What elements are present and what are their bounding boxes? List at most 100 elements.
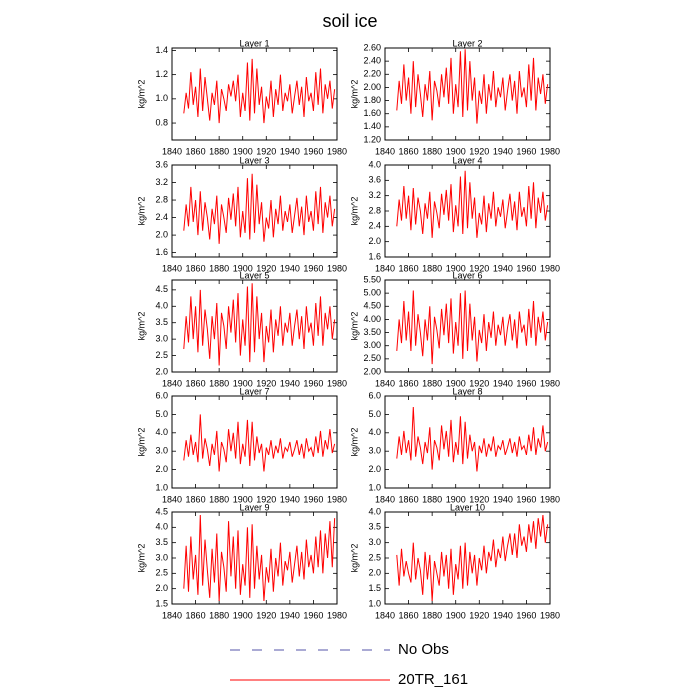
x-tick-label: 1980 <box>327 494 347 504</box>
x-tick-label: 1940 <box>493 146 513 156</box>
y-axis-label: kg/m^2 <box>349 312 359 341</box>
x-tick-label: 1960 <box>303 610 323 620</box>
x-tick-label: 1920 <box>469 263 489 273</box>
x-tick-label: 1860 <box>186 610 206 620</box>
x-tick-label: 1980 <box>540 610 560 620</box>
y-tick-label: 3.5 <box>155 317 168 327</box>
x-tick-label: 1860 <box>399 494 419 504</box>
y-tick-label: 2.5 <box>368 552 381 562</box>
x-tick-label: 1960 <box>303 146 323 156</box>
y-tick-label: 3.6 <box>155 159 168 169</box>
y-tick-label: 4.0 <box>368 159 381 169</box>
x-tick-label: 1880 <box>209 146 229 156</box>
y-tick-label: 4.0 <box>155 301 168 311</box>
y-tick-label: 1.20 <box>363 134 381 144</box>
y-tick-label: 2.4 <box>368 221 381 231</box>
x-tick-label: 1940 <box>493 610 513 620</box>
y-axis-label: kg/m^2 <box>136 197 146 226</box>
y-tick-label: 1.6 <box>155 247 168 257</box>
x-tick-label: 1940 <box>493 263 513 273</box>
plot-frame <box>171 395 338 489</box>
y-tick-label: 1.2 <box>155 69 168 79</box>
x-tick-label: 1860 <box>399 263 419 273</box>
panel: Layer 1 kg/m^2 0.8 1.0 1.2 1.4 1840 1860 1880 190… <box>136 38 347 156</box>
y-tick-label: 3.0 <box>155 446 168 456</box>
y-tick-label: 1.80 <box>363 95 381 105</box>
x-tick-label: 1920 <box>469 494 489 504</box>
x-tick-label: 1940 <box>280 146 300 156</box>
plot-frame <box>171 511 338 605</box>
x-tick-label: 1940 <box>493 494 513 504</box>
x-tick-label: 1920 <box>256 494 276 504</box>
y-tick-label: 2.5 <box>155 568 168 578</box>
x-tick-label: 1960 <box>303 378 323 388</box>
x-tick-label: 1880 <box>209 263 229 273</box>
x-tick-label: 1840 <box>375 378 395 388</box>
x-tick-label: 1840 <box>162 263 182 273</box>
x-tick-label: 1960 <box>303 263 323 273</box>
legend-label: No Obs <box>398 641 449 658</box>
x-tick-label: 1920 <box>256 378 276 388</box>
x-tick-label: 1860 <box>399 146 419 156</box>
x-tick-label: 1980 <box>540 146 560 156</box>
y-tick-label: 6.0 <box>155 390 168 400</box>
x-tick-label: 1980 <box>327 378 347 388</box>
y-tick-label: 0.8 <box>155 117 168 127</box>
figure-title: soil ice <box>322 11 377 31</box>
x-tick-label: 1920 <box>469 146 489 156</box>
panel-title: Layer 3 <box>239 155 269 165</box>
y-tick-label: 4.5 <box>155 506 168 516</box>
y-tick-label: 5.0 <box>368 409 381 419</box>
x-tick-label: 1860 <box>399 378 419 388</box>
y-axis-label: kg/m^2 <box>136 428 146 457</box>
y-tick-label: 2.20 <box>363 69 381 79</box>
y-tick-label: 3.2 <box>155 177 168 187</box>
series-line <box>183 173 336 244</box>
plot-frame <box>384 47 551 141</box>
series-line <box>183 515 336 601</box>
y-tick-label: 3.5 <box>155 537 168 547</box>
x-tick-label: 1920 <box>256 263 276 273</box>
plot-frame <box>171 164 338 258</box>
x-tick-label: 1920 <box>469 378 489 388</box>
x-tick-label: 1900 <box>233 146 253 156</box>
y-tick-label: 3.0 <box>155 334 168 344</box>
x-tick-label: 1900 <box>233 494 253 504</box>
x-tick-label: 1840 <box>162 146 182 156</box>
y-tick-label: 5.00 <box>363 288 381 298</box>
y-axis-label: kg/m^2 <box>136 544 146 573</box>
y-tick-label: 2.00 <box>363 366 381 376</box>
y-tick-label: 2.8 <box>155 194 168 204</box>
y-tick-label: 2.5 <box>155 350 168 360</box>
series-line <box>396 170 549 238</box>
x-tick-label: 1940 <box>493 378 513 388</box>
y-tick-label: 1.60 <box>363 108 381 118</box>
y-tick-label: 4.0 <box>155 522 168 532</box>
panel: Layer 10 kg/m^2 1.0 1.5 2.0 2.5 3.0 3.5 4.0 1840 1… <box>349 502 560 620</box>
y-tick-label: 3.6 <box>368 175 381 185</box>
plot-frame <box>384 279 551 373</box>
y-tick-label: 1.0 <box>155 482 168 492</box>
x-tick-label: 1900 <box>446 378 466 388</box>
x-tick-label: 1860 <box>186 146 206 156</box>
x-tick-label: 1900 <box>233 378 253 388</box>
x-tick-label: 1920 <box>256 146 276 156</box>
x-tick-label: 1900 <box>446 494 466 504</box>
x-tick-label: 1900 <box>233 263 253 273</box>
x-tick-label: 1940 <box>280 610 300 620</box>
x-tick-label: 1880 <box>422 263 442 273</box>
y-tick-label: 2.60 <box>363 42 381 52</box>
plot-frame <box>171 279 338 373</box>
x-tick-label: 1840 <box>162 378 182 388</box>
y-tick-label: 1.40 <box>363 121 381 131</box>
x-tick-label: 1900 <box>446 146 466 156</box>
y-tick-label: 6.0 <box>368 390 381 400</box>
panel: Layer 4 kg/m^2 1.6 2.0 2.4 2.8 3.2 3.6 4.0 1840 18… <box>349 155 560 273</box>
x-tick-label: 1840 <box>162 494 182 504</box>
x-tick-label: 1960 <box>516 610 536 620</box>
x-tick-label: 1860 <box>399 610 419 620</box>
x-tick-label: 1860 <box>186 263 206 273</box>
x-tick-label: 1840 <box>162 610 182 620</box>
y-tick-label: 1.0 <box>368 482 381 492</box>
